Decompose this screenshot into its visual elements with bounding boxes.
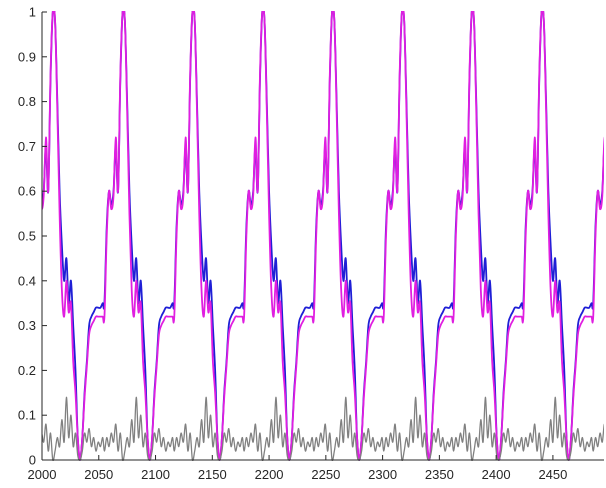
axes-layer: 0 0.1 0.2 0.3 0.4 0.5 0.6 0.7 0.8 0.9 1 2000 2050 210…	[18, 5, 604, 482]
x-tick-label: 2000	[28, 467, 57, 482]
x-tick-label: 2350	[425, 467, 454, 482]
y-tick-label: 0.5	[18, 229, 36, 244]
y-tick-label: 0.8	[18, 94, 36, 109]
y-tick-label: 0.9	[18, 49, 36, 64]
y-tick-label: 0.1	[18, 408, 36, 423]
plot-background	[42, 12, 604, 460]
plot-area	[42, 12, 604, 460]
y-tick-label: 0.4	[18, 273, 36, 288]
y-tick-label: 0.2	[18, 363, 36, 378]
y-tick-label: 0	[29, 453, 36, 468]
x-tick-label: 2150	[198, 467, 227, 482]
x-tick-label: 2100	[141, 467, 170, 482]
y-tick-label: 1	[29, 5, 36, 20]
x-tick-label: 2050	[84, 467, 113, 482]
x-tick-label: 2450	[538, 467, 567, 482]
y-tick-label: 0.7	[18, 139, 36, 154]
x-tick-label: 2300	[368, 467, 397, 482]
y-tick-label: 0.3	[18, 318, 36, 333]
y-tick-label: 0.6	[18, 184, 36, 199]
x-tick-label: 2400	[482, 467, 511, 482]
x-tick-label: 2200	[255, 467, 284, 482]
x-tick-label: 2250	[311, 467, 340, 482]
series-line-3	[42, 396, 604, 461]
